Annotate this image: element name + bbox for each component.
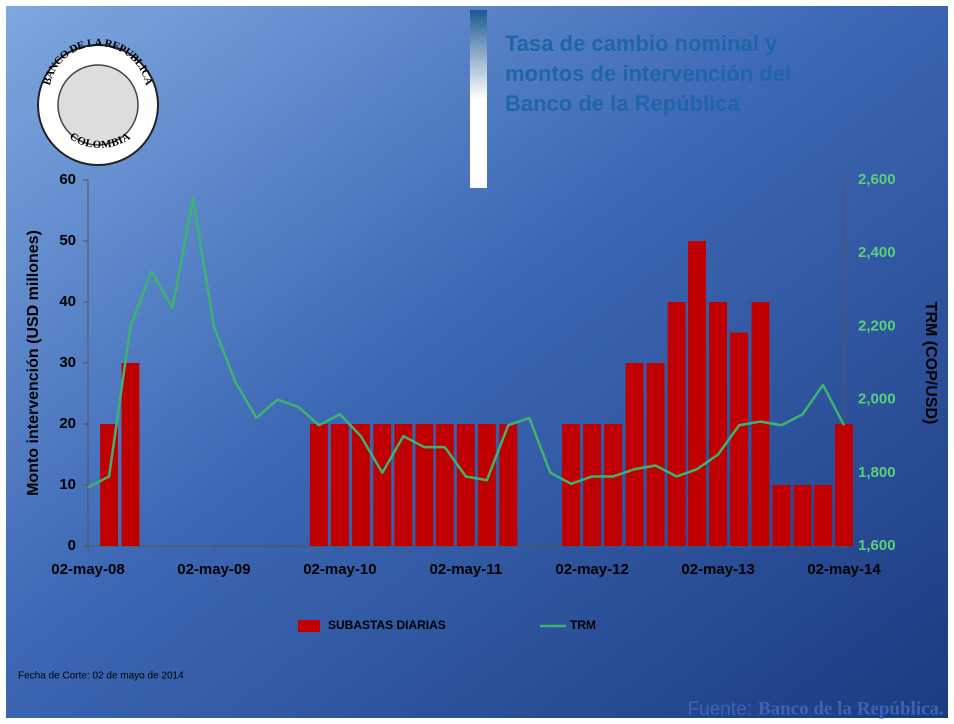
- bar: [730, 332, 749, 546]
- legend-label: SUBASTAS DIARIAS: [328, 618, 446, 632]
- x-tick-label: 02-may-10: [303, 561, 376, 578]
- y2-axis-label: TRM (COP/USD): [922, 302, 939, 425]
- x-tick-label: 02-may-09: [177, 561, 250, 578]
- bar: [667, 302, 686, 546]
- bar: [373, 424, 392, 546]
- y-tick-label: 10: [59, 476, 76, 493]
- x-tick-label: 02-may-14: [807, 561, 881, 578]
- y-tick-label: 20: [59, 415, 76, 432]
- bar: [351, 424, 370, 546]
- y-tick-label: 40: [59, 293, 76, 310]
- bar: [604, 424, 623, 546]
- bar: [688, 241, 706, 546]
- legend-label: TRM: [570, 618, 596, 632]
- y2-tick-label: 2,200: [858, 317, 896, 334]
- x-tick-label: 02-may-13: [681, 561, 754, 578]
- bar: [835, 424, 853, 546]
- line: [87, 197, 846, 489]
- bar: [814, 485, 832, 546]
- logo: BANCO DE LA REPUBLICA COLOMBIA: [37, 37, 159, 166]
- y-tick-label: 50: [59, 232, 76, 249]
- legend-swatch: [298, 620, 320, 632]
- bar: [100, 424, 118, 546]
- bar: [415, 424, 434, 546]
- y2-tick-label: 2,600: [858, 171, 896, 188]
- footnote: Fecha de Corte: 02 de mayo de 2014: [18, 671, 184, 682]
- bar: [456, 424, 475, 546]
- x-tick-label: 02-may-11: [430, 561, 503, 578]
- title: Tasa de cambio nominal y montos de inter…: [505, 31, 791, 116]
- y-tick-label: 30: [59, 354, 76, 371]
- y-tick-label: 0: [68, 537, 76, 554]
- y2-tick-label: 2,000: [858, 391, 896, 408]
- bar: [583, 424, 602, 546]
- y2-tick-label: 1,600: [858, 537, 896, 554]
- y2-tick-label: 1,800: [858, 464, 896, 481]
- source-name: Banco de la República.: [758, 698, 944, 719]
- title-accent: [470, 10, 487, 188]
- y-tick-label: 60: [59, 171, 76, 188]
- bar: [751, 302, 770, 546]
- x-tick-label: 02-may-08: [51, 561, 124, 578]
- bar: [772, 485, 791, 546]
- title-line: Banco de la República: [505, 91, 740, 116]
- bar: [121, 363, 140, 546]
- source-label: Fuente:: [688, 699, 752, 720]
- plot: 0 10 20 30 40 50 60 1,600 1,800 2,000 2,200 2,400 2,…: [51, 171, 895, 632]
- bar: [309, 424, 328, 546]
- bar: [793, 485, 812, 546]
- title-line: Tasa de cambio nominal y: [505, 31, 778, 56]
- logo-portrait: [57, 64, 139, 146]
- bar: [625, 363, 644, 546]
- bar: [330, 424, 349, 546]
- bar: [435, 424, 454, 546]
- title-line: montos de intervención del: [505, 61, 791, 86]
- y2-tick-label: 2,400: [858, 244, 896, 261]
- legend: SUBASTAS DIARIAS TRM: [298, 618, 596, 632]
- y-axis-label: Monto intervención (USD millones): [25, 230, 42, 496]
- bar: [709, 302, 728, 546]
- bar: [646, 363, 665, 546]
- bar: [477, 424, 496, 546]
- bar: [499, 424, 518, 546]
- x-tick-label: 02-may-12: [555, 561, 628, 578]
- bar: [394, 424, 413, 546]
